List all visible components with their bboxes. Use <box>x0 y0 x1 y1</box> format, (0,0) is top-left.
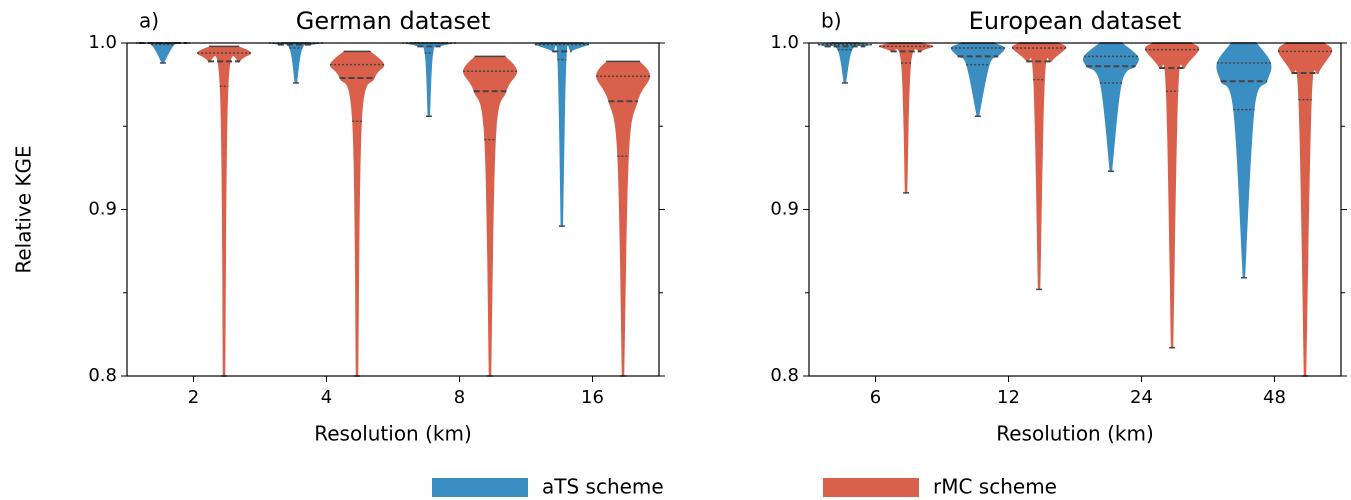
x-tick-label: 2 <box>188 387 199 408</box>
x-tick-label: 16 <box>581 387 604 408</box>
x-tick-label: 6 <box>870 387 881 408</box>
y-tick-label: 1.0 <box>88 32 117 53</box>
y-tick-label: 0.9 <box>770 199 799 220</box>
x-axis-label: Resolution (km) <box>314 422 472 446</box>
y-tick-label: 0.8 <box>88 365 117 386</box>
y-axis-label: Relative KGE <box>12 145 36 273</box>
y-tick-label: 1.0 <box>770 32 799 53</box>
panel-label: a) <box>139 9 159 33</box>
panel-label: b) <box>821 9 842 33</box>
x-axis-label: Resolution (km) <box>996 422 1154 446</box>
x-tick-label: 24 <box>1130 387 1153 408</box>
legend-label: aTS scheme <box>542 475 664 499</box>
x-tick-label: 8 <box>454 387 465 408</box>
legend-label: rMC scheme <box>933 475 1057 499</box>
axes-frame <box>808 42 1342 377</box>
chart-title: German dataset <box>296 7 490 35</box>
y-tick-label: 0.8 <box>770 365 799 386</box>
x-tick-label: 4 <box>321 387 332 408</box>
legend-swatch <box>432 478 528 497</box>
x-tick-label: 48 <box>1263 387 1286 408</box>
y-tick-label: 0.9 <box>88 199 117 220</box>
chart-title: European dataset <box>969 7 1182 35</box>
axes-frame <box>126 42 660 377</box>
legend-swatch <box>823 478 919 497</box>
x-tick-label: 12 <box>997 387 1020 408</box>
